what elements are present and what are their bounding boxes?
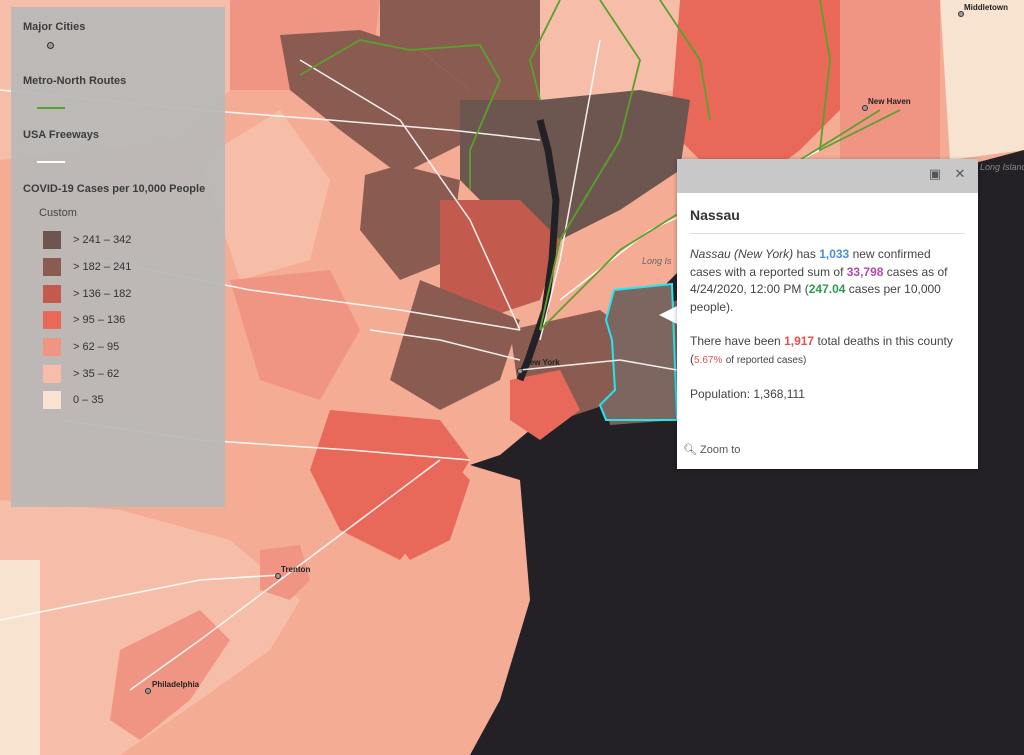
legend-class-label: > 95 – 136	[73, 314, 126, 327]
city-new-haven[interactable]: New Haven	[862, 97, 911, 111]
popup-deaths-paragraph: There have been 1,917 total deaths in th…	[690, 334, 953, 366]
county	[390, 280, 520, 410]
county	[540, 0, 680, 100]
legend-class: > 35 – 62	[43, 360, 213, 387]
legend-custom-label: Custom	[39, 207, 77, 219]
new-cases-value: 1,033	[819, 247, 850, 261]
county	[0, 500, 300, 755]
city-label: Philadelphia	[152, 680, 200, 689]
legend-swatch	[43, 338, 61, 357]
legend-class-label: > 136 – 182	[73, 287, 132, 300]
county	[360, 165, 460, 280]
legend-class: > 62 – 95	[43, 334, 213, 361]
county	[0, 560, 40, 755]
popup-title: Nassau	[690, 207, 965, 234]
legend-class-label: > 35 – 62	[73, 367, 120, 380]
county-name: Nassau (New York)	[690, 247, 794, 261]
legend-swatch	[43, 364, 61, 383]
legend-class-label: 0 – 35	[73, 394, 104, 407]
county	[280, 30, 470, 175]
population: Population: 1,368,111	[690, 387, 805, 401]
legend-swatch	[43, 231, 61, 250]
legend-cities-title: Major Cities	[23, 21, 86, 33]
city-new-york[interactable]: New York	[517, 358, 561, 374]
popup-header: ▣ ✕	[677, 159, 978, 193]
county	[440, 200, 560, 320]
city-middletown[interactable]: Middletown	[958, 3, 1009, 17]
legend-class-label: > 241 – 342	[73, 234, 132, 247]
city-label: New Haven	[868, 97, 911, 106]
legend-swatch	[43, 391, 61, 410]
county	[940, 0, 1024, 160]
legend-swatch	[43, 311, 61, 330]
county	[380, 440, 470, 560]
water-label: Long Island Sound	[980, 162, 1024, 172]
city-label: Trenton	[281, 565, 310, 574]
water-label: Long Is	[642, 256, 672, 266]
popup-pointer	[659, 306, 677, 324]
legend-panel: Major Cities Metro-North Routes USA Free…	[11, 7, 225, 507]
legend-class: > 182 – 241	[43, 254, 213, 281]
legend-swatch	[43, 258, 61, 277]
county	[840, 0, 940, 170]
dock-icon[interactable]: ▣	[928, 167, 942, 182]
legend-swatch	[43, 284, 61, 303]
info-popup: ▣ ✕ Nassau Nassau (New York) has 1,033 n…	[677, 159, 978, 469]
county	[670, 0, 840, 180]
hudson-river	[516, 119, 560, 382]
zoom-icon: 🔍︎	[683, 443, 697, 456]
close-icon[interactable]: ✕	[954, 167, 966, 182]
county	[510, 370, 580, 440]
legend-class: > 95 – 136	[43, 307, 213, 334]
legend-class: 0 – 35	[43, 387, 213, 414]
zoom-to-link[interactable]: 🔍︎ Zoom to	[683, 443, 741, 456]
legend-class-label: > 62 – 95	[73, 341, 120, 354]
legend-cases-title: COVID-19 Cases per 10,000 People	[23, 183, 206, 195]
county	[110, 610, 230, 740]
legend-route-symbol	[23, 87, 213, 121]
legend-class: > 241 – 342	[43, 227, 213, 254]
popup-body: Nassau (New York) has 1,033 new confirme…	[690, 246, 965, 404]
deaths-value: 1,917	[784, 334, 815, 348]
legend-class-label: > 182 – 241	[73, 261, 132, 274]
total-cases-value: 33,798	[846, 264, 884, 279]
city-philadelphia[interactable]: Philadelphia	[145, 680, 200, 694]
county	[200, 110, 330, 280]
city-label: New York	[524, 358, 560, 367]
popup-cases-paragraph: Nassau (New York) has 1,033 new confirme…	[690, 247, 948, 314]
legend-city-symbol	[23, 33, 213, 67]
legend-class: > 136 – 182	[43, 280, 213, 307]
legend-freeways-title: USA Freeways	[23, 129, 100, 141]
city-trenton[interactable]: Trenton	[275, 565, 311, 579]
county	[230, 270, 360, 400]
nassau-highlight	[598, 282, 679, 421]
legend-routes-title: Metro-North Routes	[23, 75, 127, 87]
per-10k-value: 247.04	[808, 282, 846, 296]
legend-freeway-symbol	[23, 141, 213, 175]
death-pct-value: 5.67%	[694, 354, 723, 366]
city-label: Middletown	[964, 3, 1008, 12]
